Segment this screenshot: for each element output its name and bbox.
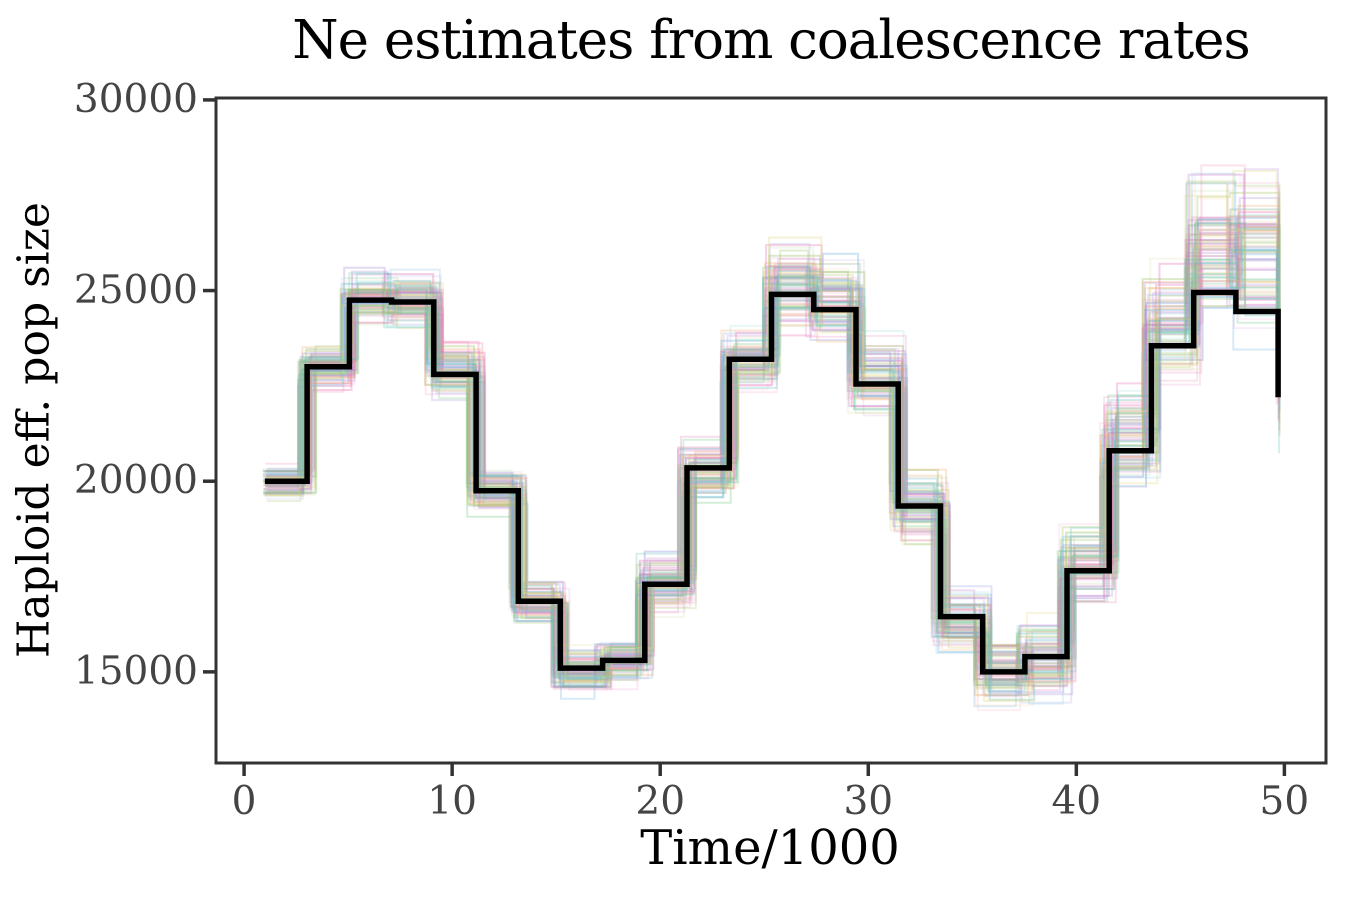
- replicate-step-line: [266, 208, 1278, 681]
- replicate-step-line: [263, 264, 1279, 672]
- replicate-step-line: [266, 266, 1280, 675]
- y-tick-label: 15000: [73, 648, 198, 694]
- replicate-step-line: [262, 244, 1278, 666]
- replicate-step-line: [267, 194, 1279, 684]
- replicate-step-line: [265, 236, 1279, 674]
- x-tick-label: 50: [1259, 779, 1310, 824]
- replicate-step-line: [263, 250, 1279, 687]
- replicate-step-line: [263, 229, 1280, 694]
- panel-border: [214, 96, 1328, 765]
- replicate-step-line: [264, 267, 1280, 712]
- x-tick-label: 40: [1051, 779, 1102, 824]
- replicate-step-line: [264, 225, 1279, 692]
- replicate-step-line: [263, 180, 1281, 689]
- replicate-step-line: [265, 258, 1278, 687]
- y-tick-label: 25000: [73, 267, 198, 313]
- x-tick-label: 20: [635, 779, 686, 824]
- y-tick-label: 30000: [73, 76, 198, 122]
- replicate-step-line: [267, 208, 1279, 686]
- replicate-step-line: [266, 182, 1279, 708]
- replicate-step-line: [262, 258, 1280, 681]
- replicate-step-line: [262, 172, 1279, 705]
- replicate-step-line: [265, 168, 1280, 687]
- replicate-step-line: [264, 191, 1281, 681]
- replicate-step-line: [266, 221, 1278, 688]
- replicate-step-line: [263, 216, 1279, 666]
- replicate-step-line: [263, 197, 1280, 679]
- replicate-step-line: [265, 257, 1279, 683]
- replicate-step-line: [263, 189, 1281, 689]
- replicate-step-line: [263, 182, 1280, 675]
- replicate-step-line: [265, 164, 1278, 669]
- x-tick-label: 0: [231, 779, 257, 824]
- replicate-step-line: [263, 281, 1278, 678]
- chart-title: Ne estimates from coalescence rates: [292, 10, 1251, 71]
- replicate-step-line: [266, 204, 1281, 682]
- replicate-step-line: [266, 245, 1281, 688]
- x-tick-label: 30: [843, 779, 894, 824]
- replicate-step-line: [267, 173, 1281, 688]
- replicate-step-line: [265, 269, 1279, 676]
- replicate-step-line: [265, 249, 1278, 682]
- replicate-step-line: [266, 241, 1280, 680]
- replicate-step-line: [267, 232, 1281, 676]
- replicate-step-line: [266, 248, 1280, 694]
- replicate-step-line: [264, 234, 1279, 682]
- replicate-step-line: [264, 244, 1281, 689]
- replicate-step-line: [264, 232, 1281, 684]
- y-tick-label: 20000: [73, 458, 198, 504]
- replicate-step-line: [266, 211, 1280, 675]
- replicate-step-line: [264, 255, 1281, 698]
- replicate-step-line: [266, 267, 1279, 669]
- replicate-step-line: [262, 229, 1280, 677]
- replicate-step-line: [265, 249, 1278, 684]
- replicate-step-line: [266, 222, 1278, 701]
- replicate-step-line: [267, 269, 1279, 680]
- replicate-step-line: [262, 274, 1280, 684]
- y-axis-label: Haploid eff. pop size: [8, 202, 60, 658]
- x-tick-label: 10: [427, 779, 477, 824]
- replicate-step-line: [264, 252, 1281, 696]
- replicate-step-line: [262, 245, 1280, 697]
- main-step-line: [264, 289, 1281, 675]
- replicate-step-line: [264, 235, 1279, 696]
- replicate-step-line: [265, 247, 1280, 685]
- replicate-step-line: [263, 222, 1280, 684]
- replicate-step-line: [266, 231, 1280, 686]
- replicate-step-line: [265, 272, 1279, 674]
- x-axis-label: Time/1000: [640, 820, 900, 876]
- replicate-step-line: [264, 239, 1279, 700]
- replicate-step-line: [264, 223, 1281, 689]
- replicate-step-line: [262, 227, 1281, 693]
